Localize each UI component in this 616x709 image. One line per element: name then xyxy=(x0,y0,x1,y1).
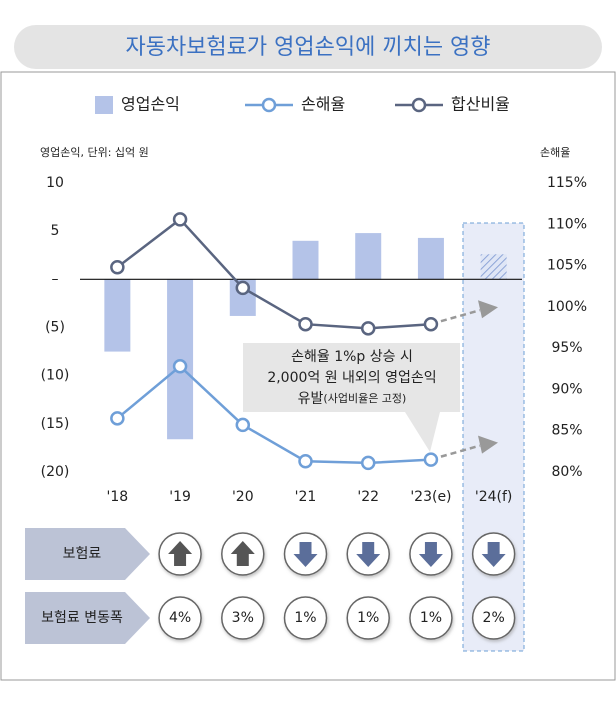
x-tick-label: '21 xyxy=(295,489,317,505)
arrow-up xyxy=(230,541,255,566)
frame xyxy=(0,71,616,681)
marker xyxy=(172,359,188,374)
y2-tick-label: 95% xyxy=(551,340,582,356)
y-tick-label: – xyxy=(52,271,59,287)
marker xyxy=(423,452,439,467)
arrow-down xyxy=(481,542,506,567)
y-tick-label: (15) xyxy=(41,416,70,432)
bar xyxy=(292,240,319,280)
y2-tick-label: 90% xyxy=(551,381,582,397)
row-label: 보험료 xyxy=(63,546,102,562)
marker xyxy=(360,455,376,471)
projection-arrow xyxy=(440,444,481,458)
x-tick-label: '24(f) xyxy=(475,489,513,505)
legend-swatch xyxy=(95,96,113,114)
value-circle xyxy=(409,596,453,640)
y2-tick-label: 85% xyxy=(551,423,582,439)
y2-tick-label: 105% xyxy=(547,258,587,274)
annotation-note: (사업비율은 고정) xyxy=(323,392,406,405)
legend-marker xyxy=(261,97,277,113)
change-label: 4% xyxy=(169,610,191,626)
arrow-up xyxy=(168,541,193,566)
marker xyxy=(298,316,313,332)
bar xyxy=(480,254,507,280)
y-axis-label: 영업손익, 단위: 십억 원 xyxy=(40,146,149,159)
x-tick-label: '22 xyxy=(357,489,379,505)
y-tick-label: (20) xyxy=(41,464,70,480)
value-circle xyxy=(471,596,516,640)
row-label-arrow xyxy=(25,528,150,580)
annotation-line: 손해율 1%p 상승 시 xyxy=(291,349,413,365)
marker xyxy=(172,212,188,227)
arrow-down xyxy=(418,542,443,567)
change-label: 1% xyxy=(357,610,379,626)
legend-label: 영업손익 xyxy=(121,95,180,114)
x-tick-label: '19 xyxy=(169,489,191,505)
annotation-main: 유발 xyxy=(298,391,324,407)
forecast-highlight xyxy=(462,222,525,652)
y-tick-label: (10) xyxy=(41,368,70,384)
y-tick-label: 10 xyxy=(46,175,64,191)
y2-tick-label: 100% xyxy=(547,299,587,315)
chart-title: 자동차보험료가 영업손익에 끼치는 영향 xyxy=(125,35,490,60)
y2-tick-label: 115% xyxy=(547,175,587,191)
line xyxy=(116,217,432,330)
marker xyxy=(360,321,376,336)
change-label: 1% xyxy=(420,610,442,626)
x-tick-label: '18 xyxy=(107,489,129,505)
y-tick-label: 5 xyxy=(51,223,60,239)
legend-label: 합산비율 xyxy=(451,95,510,114)
row-label-arrow xyxy=(25,592,150,644)
value-circle xyxy=(221,596,265,640)
title-pill xyxy=(14,25,602,69)
projection-arrow xyxy=(440,308,481,323)
marker xyxy=(235,417,251,433)
callout-box xyxy=(243,343,460,452)
y2-tick-label: 110% xyxy=(547,216,587,232)
bar xyxy=(417,237,444,280)
legend-marker xyxy=(411,97,427,113)
marker xyxy=(110,411,125,426)
y2-axis-label: 손해율 xyxy=(540,145,570,159)
change-label: 1% xyxy=(294,610,316,626)
value-circle xyxy=(346,596,390,640)
value-circle xyxy=(283,596,328,640)
bar xyxy=(104,279,131,352)
projection-arrowhead xyxy=(478,300,498,319)
row-label: 보험료 변동폭 xyxy=(41,610,123,626)
projection-arrowhead xyxy=(478,435,498,454)
y2-tick-label: 80% xyxy=(551,464,582,480)
x-tick-label: '20 xyxy=(232,489,254,505)
change-label: 2% xyxy=(483,610,505,626)
y-tick-label: (5) xyxy=(45,320,65,336)
arrow-down xyxy=(356,542,381,567)
bar xyxy=(355,233,382,280)
line xyxy=(116,364,431,465)
marker xyxy=(298,454,313,469)
arrow-down xyxy=(293,542,318,567)
marker xyxy=(423,316,439,332)
marker xyxy=(110,259,125,275)
value-circle xyxy=(158,596,202,640)
annotation-line: 유발(사업비율은 고정) xyxy=(298,391,407,407)
change-label: 3% xyxy=(232,610,254,626)
annotation-line: 2,000억 원 내외의 영업손익 xyxy=(267,370,436,386)
x-tick-label: '23(e) xyxy=(410,489,451,505)
marker xyxy=(235,280,251,296)
legend-label: 손해율 xyxy=(301,95,345,114)
